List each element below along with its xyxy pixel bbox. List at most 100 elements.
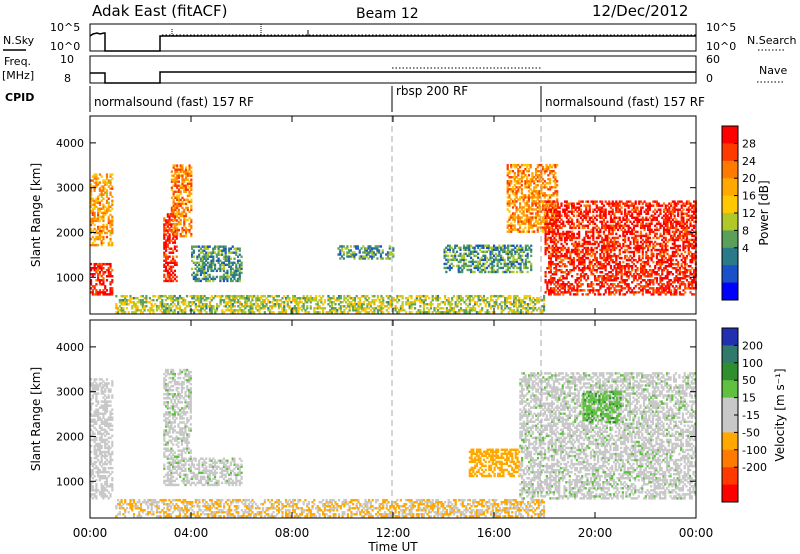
echo-cell <box>172 214 175 218</box>
echo-cell <box>293 296 296 300</box>
echo-cell <box>554 178 557 181</box>
echo-cell <box>604 236 607 240</box>
echo-cell <box>569 224 572 228</box>
echo-cell <box>371 311 374 314</box>
echo-cell <box>368 296 371 300</box>
echo-cell <box>177 180 181 183</box>
echo-cell <box>505 301 509 304</box>
echo-cell <box>358 251 361 254</box>
echo-cell <box>386 255 390 258</box>
echo-cell <box>511 228 515 231</box>
echo-cell <box>91 275 94 278</box>
echo-cell <box>341 301 344 304</box>
echo-cell <box>518 305 521 308</box>
echo-cell <box>394 298 397 302</box>
echo-cell <box>544 240 547 244</box>
echo-cell <box>104 211 107 215</box>
echo-cell <box>461 258 464 262</box>
echo-cell <box>302 305 305 308</box>
echo-cell <box>212 269 215 273</box>
echo-cell <box>604 289 607 292</box>
echo-cell <box>588 291 591 294</box>
echo-cell <box>93 262 96 266</box>
echo-cell <box>470 268 473 272</box>
echo-cell <box>208 279 211 283</box>
echo-cell <box>544 228 547 232</box>
echo-cell <box>520 176 523 179</box>
echo-cell <box>104 225 107 229</box>
echo-cell <box>601 208 604 211</box>
echo-cell <box>514 264 517 268</box>
echo-cell <box>293 307 296 310</box>
echo-cell <box>517 167 520 171</box>
echo-cell <box>545 167 548 171</box>
echo-cell <box>552 174 555 177</box>
echo-cell <box>231 273 234 277</box>
echo-cell <box>538 218 541 221</box>
echo-cell <box>228 275 231 279</box>
echo-cell <box>532 305 535 308</box>
echo-cell <box>95 266 98 270</box>
echo-cell <box>484 254 487 258</box>
echo-cell <box>602 252 605 256</box>
echo-cell <box>459 246 462 249</box>
echo-cell <box>134 311 137 314</box>
echo-cell <box>415 294 418 298</box>
echo-cell <box>544 234 547 238</box>
echo-cell <box>143 309 146 312</box>
echo-cell <box>91 219 94 223</box>
echo-cell <box>480 268 483 272</box>
echo-cell <box>571 230 574 234</box>
echo-cell <box>93 285 96 288</box>
echo-cell <box>593 258 597 262</box>
echo-cell <box>447 311 450 314</box>
echo-cell <box>290 307 293 310</box>
echo-cell <box>334 311 337 314</box>
echo-cell <box>223 305 226 308</box>
echo-cell <box>229 257 233 260</box>
echo-cell <box>466 244 469 247</box>
echo-cell <box>408 307 411 310</box>
echo-cell <box>235 249 238 252</box>
echo-cell <box>489 305 493 308</box>
echo-cell <box>510 224 513 227</box>
echo-cell <box>168 265 171 269</box>
echo-cell <box>206 253 210 256</box>
echo-cell <box>191 296 194 300</box>
echo-cell <box>534 167 538 171</box>
echo-cell <box>583 264 586 268</box>
echo-cell <box>588 222 591 226</box>
echo-cell <box>219 267 222 271</box>
echo-cell <box>210 253 213 256</box>
echo-cell <box>549 171 552 175</box>
echo-cell <box>104 213 107 217</box>
echo-cell <box>115 294 118 298</box>
echo-cell <box>579 244 583 248</box>
echo-cell <box>170 174 173 177</box>
echo-cell <box>339 245 342 248</box>
echo-cell <box>472 305 475 308</box>
echo-cell <box>307 311 311 314</box>
echo-cell <box>246 296 249 300</box>
echo-cell <box>206 279 210 283</box>
echo-cell <box>164 307 167 310</box>
echo-cell <box>316 307 319 310</box>
echo-cell <box>524 182 527 185</box>
echo-cell <box>322 307 325 310</box>
radar-title: Adak East (fitACF) <box>92 2 227 20</box>
echo-cell <box>604 214 607 217</box>
echo-cell <box>503 260 506 264</box>
echo-cell <box>527 180 531 183</box>
echo-cell <box>602 279 605 282</box>
echo-cell <box>491 260 494 264</box>
date-label: 12/Dec/2012 <box>592 2 688 20</box>
echo-cell <box>565 268 568 272</box>
echo-cell <box>284 309 288 312</box>
echo-cell <box>569 287 572 290</box>
echo-cell <box>372 255 375 258</box>
echo-cell <box>578 236 581 240</box>
echo-cell <box>510 270 513 274</box>
echo-cell <box>173 269 176 273</box>
echo-cell <box>477 246 480 249</box>
echo-cell <box>572 268 575 272</box>
